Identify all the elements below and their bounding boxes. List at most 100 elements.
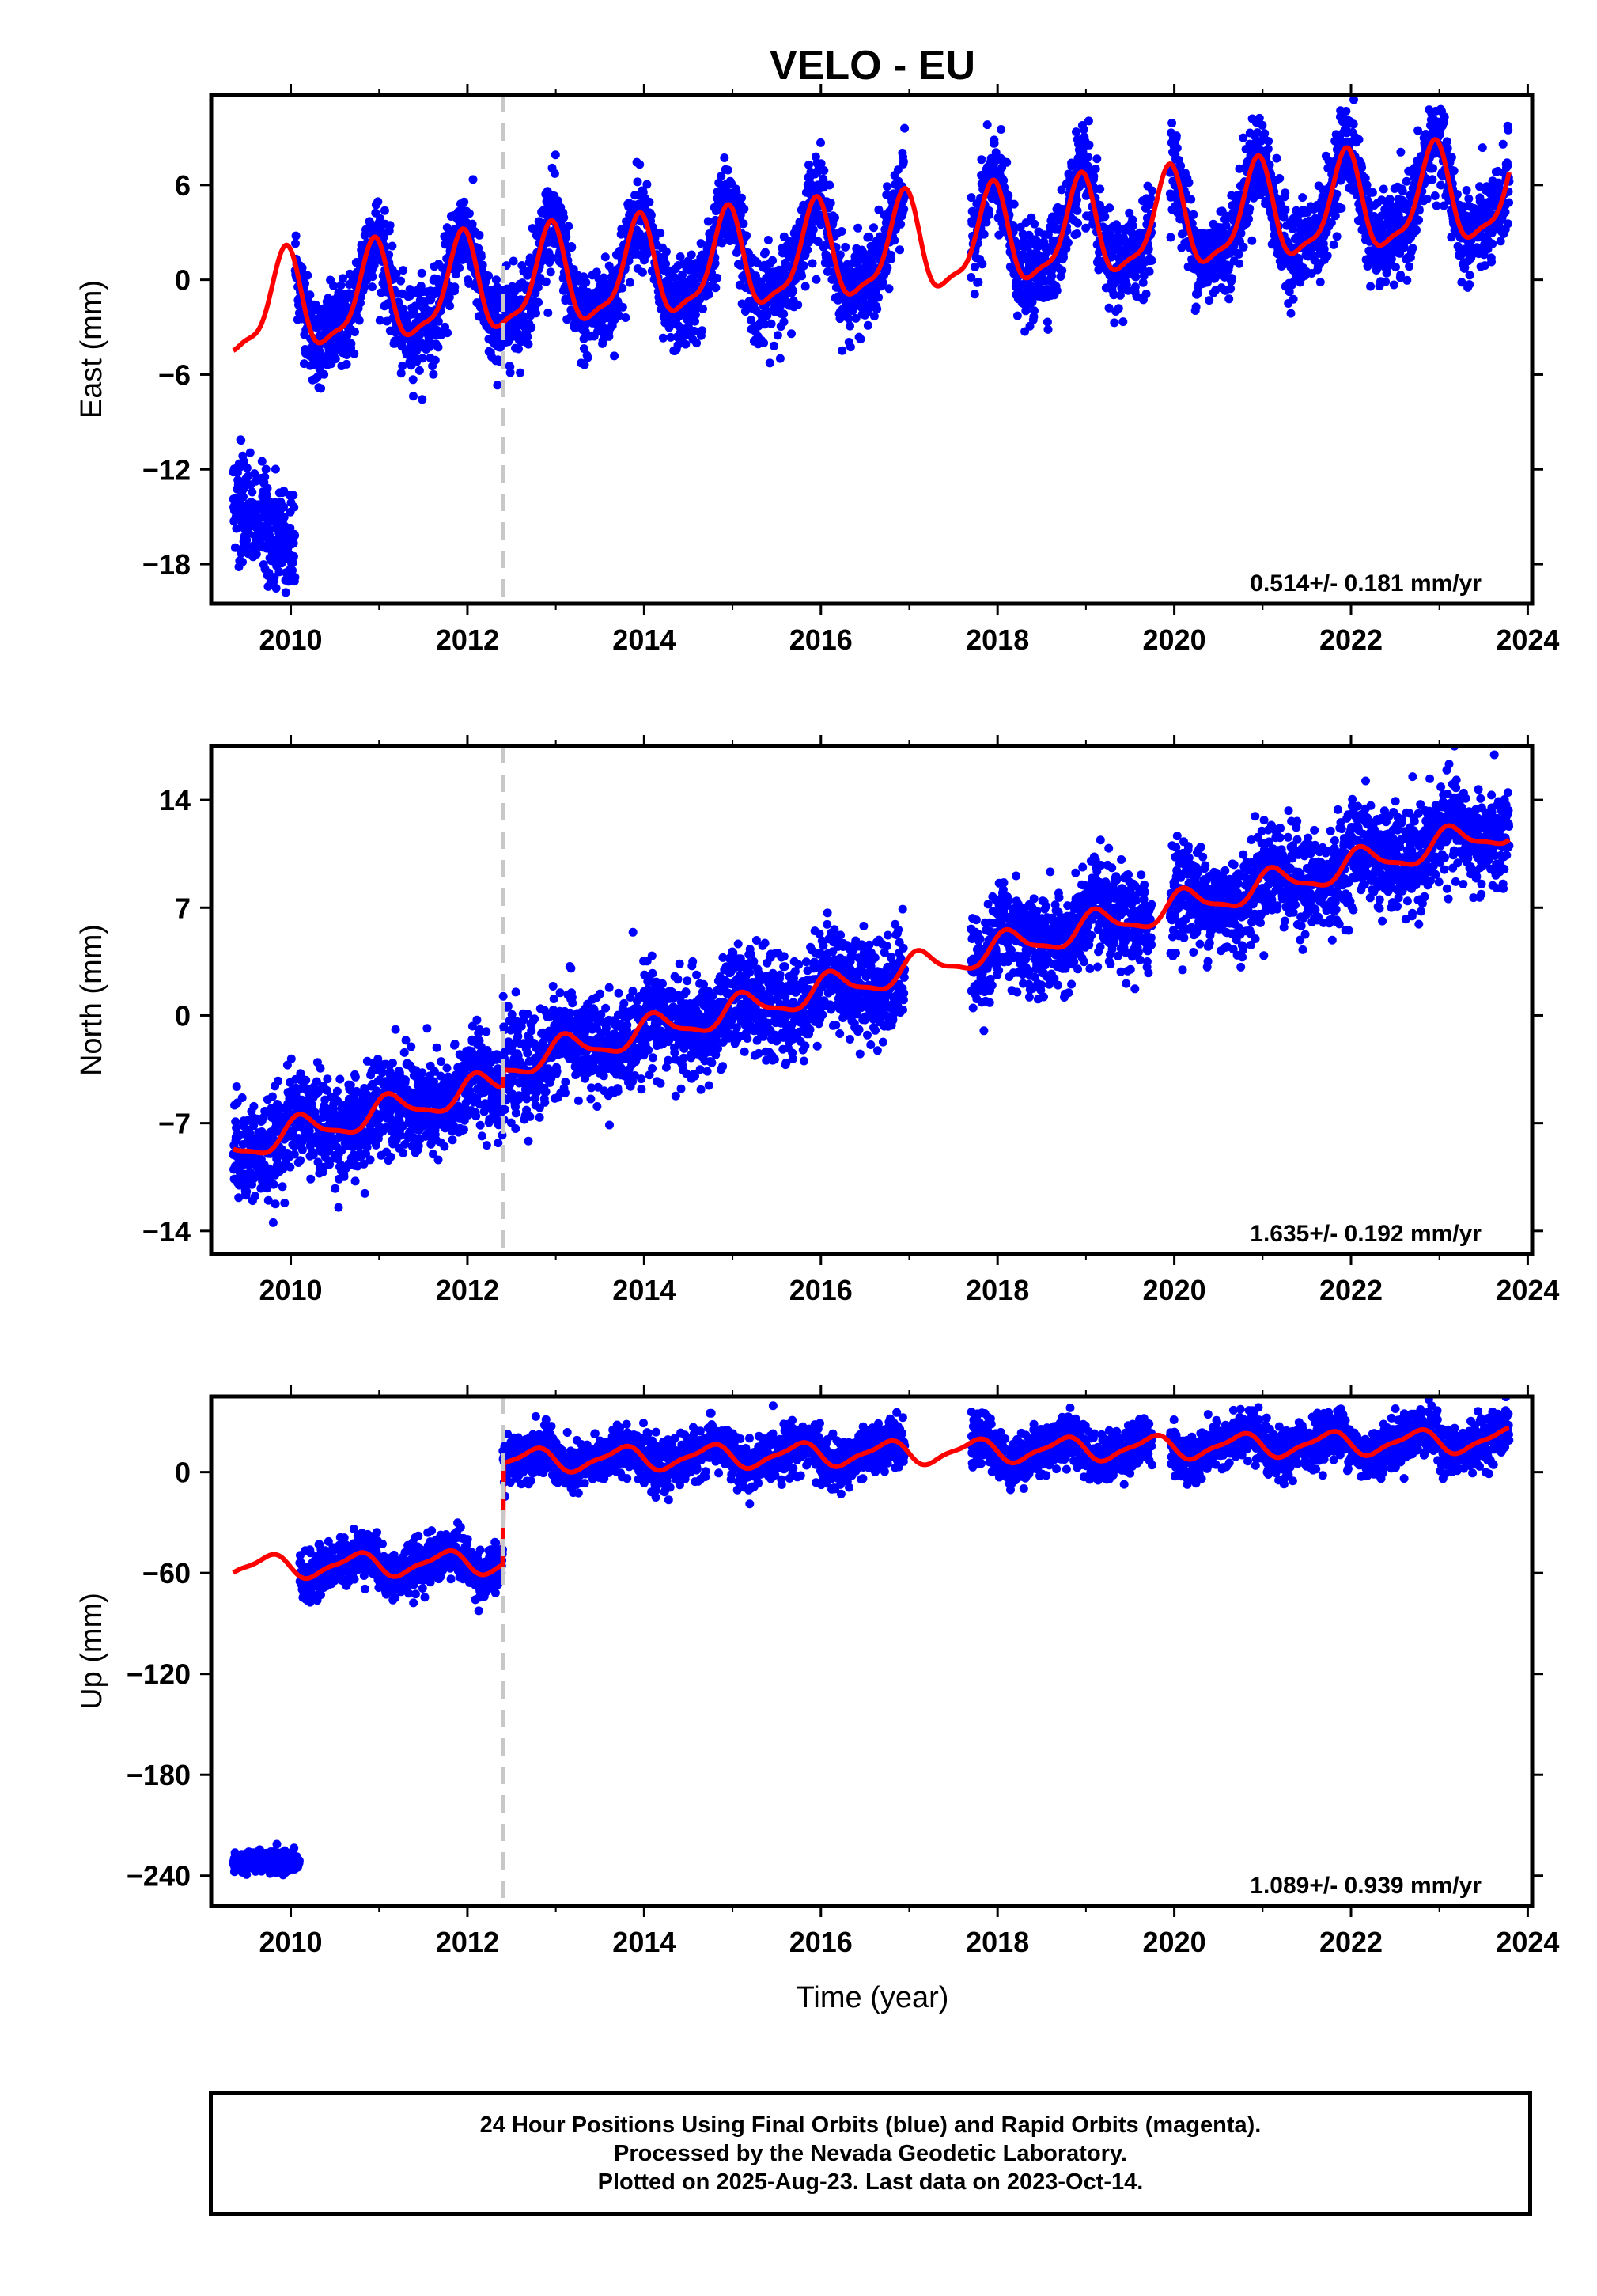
data-point [1063,238,1073,248]
data-point [1272,153,1281,163]
data-point [687,250,696,260]
data-point [1205,296,1214,305]
data-point [1130,282,1140,292]
data-point [1396,147,1406,157]
data-point [1464,194,1474,203]
data-point [418,395,427,404]
data-point [418,354,427,363]
data-point [837,227,846,236]
data-point [329,281,338,290]
data-point [523,332,532,342]
data-point [476,252,486,261]
data-point [1462,186,1471,195]
data-point [853,223,863,233]
data-point [633,177,642,187]
data-point [1436,180,1446,190]
data-point [1398,187,1407,195]
data-point [505,368,515,377]
data-point [445,293,454,302]
data-point [661,247,671,256]
data-point [271,464,280,474]
data-point [303,271,312,280]
data-point [1263,144,1273,153]
data-point [615,311,624,320]
data-point [1465,271,1474,280]
data-point [787,329,796,339]
data-point [239,492,248,502]
data-point [1342,107,1351,116]
data-point [883,182,892,191]
data-point [1100,212,1110,222]
data-point [1189,210,1198,219]
data-point [618,283,627,293]
data-point [1226,284,1236,294]
data-point [281,588,290,597]
y-axis-label: East (mm) [75,280,108,419]
data-point [350,349,359,358]
data-point [775,354,785,363]
data-point [490,290,500,299]
data-point [350,328,359,336]
data-point [1073,229,1082,238]
data-point [384,250,394,260]
data-point [691,316,699,326]
data-point [797,271,807,281]
data-point [599,273,608,282]
data-point [396,369,406,378]
data-point [1091,165,1100,173]
data-point [1235,259,1244,268]
data-point [478,260,487,270]
data-point [238,557,247,566]
x-tick-label: 2016 [789,623,853,656]
data-point [339,274,347,283]
data-point [1504,125,1513,135]
data-point [1402,275,1412,285]
data-point [263,483,272,493]
data-point [1440,112,1449,122]
data-point [562,233,571,241]
data-point [982,120,992,130]
data-point [1337,203,1346,213]
data-point [1239,242,1248,252]
data-point [610,351,619,361]
data-point [553,196,562,206]
data-point [467,219,477,229]
data-point [765,358,774,368]
data-point [713,273,722,282]
data-point [681,339,691,349]
data-point [1429,164,1438,173]
data-point [417,268,426,278]
panel-east: 2010 2012 2014 2016 2018 2020 2022 2024−18−12−6… [75,84,1559,656]
data-point [451,270,460,279]
data-point [1009,199,1019,209]
y-tick-label: −18 [142,548,191,581]
data-point [1330,211,1340,221]
data-point [819,166,829,175]
data-point [1264,137,1273,146]
data-point [290,502,299,512]
data-point [698,326,707,335]
y-tick-label: −12 [142,453,191,486]
data-point [720,153,729,162]
data-point [260,472,270,482]
data-point [581,278,591,287]
data-point [703,217,713,226]
data-point [1389,280,1398,290]
data-point [380,206,389,215]
data-point [779,309,789,319]
data-point [831,213,839,222]
data-point [878,278,887,287]
data-point [245,448,255,457]
data-point [838,346,847,355]
data-point [761,248,770,257]
data-points-east [229,95,1514,597]
data-point [1368,188,1377,197]
data-point [698,304,707,313]
data-point [388,241,397,251]
data-point [773,331,782,340]
data-point [398,362,407,371]
data-point [445,301,455,311]
data-point [763,307,772,316]
data-point [1428,175,1437,184]
data-point [1496,237,1505,246]
